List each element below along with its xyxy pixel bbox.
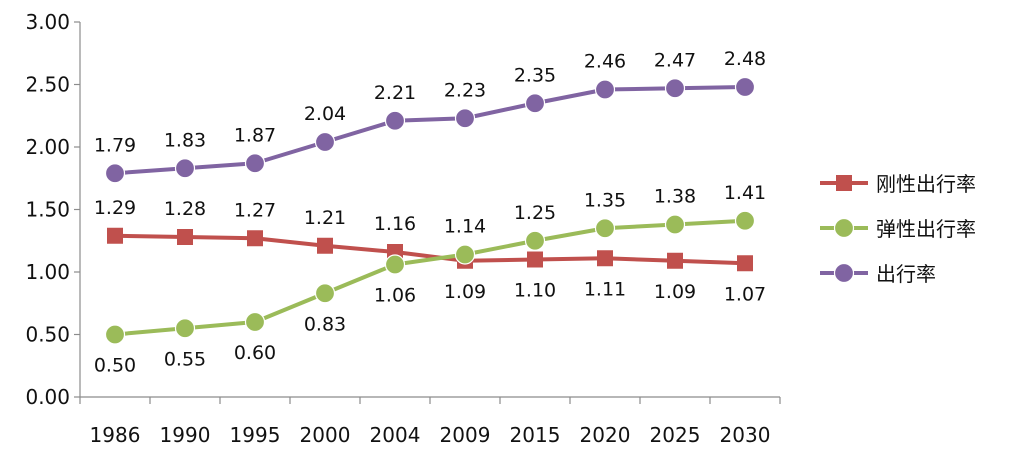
series-line [113, 85, 747, 176]
data-label: 1.14 [444, 216, 486, 238]
data-label: 1.79 [94, 134, 136, 156]
data-label: 2.35 [514, 64, 556, 86]
data-label: 1.10 [514, 280, 556, 302]
data-point-circle [244, 311, 266, 333]
legend-item-2: 出行率 [820, 262, 936, 286]
y-tick-label: 0.50 [25, 323, 70, 347]
series-line [113, 233, 747, 266]
data-label: 2.23 [444, 79, 486, 101]
x-tick-label: 1995 [230, 423, 281, 447]
data-label: 1.09 [444, 281, 486, 303]
data-point-circle [664, 78, 686, 99]
data-label: 1.28 [164, 198, 206, 220]
series-2 [104, 76, 756, 184]
series-layer [104, 76, 756, 345]
data-label: 1.29 [94, 197, 136, 219]
data-point-circle [244, 153, 266, 174]
data-point-square [317, 237, 333, 254]
data-label: 0.55 [164, 348, 206, 370]
data-label: 1.83 [164, 129, 206, 151]
data-point-circle [734, 210, 756, 231]
data-label: 1.27 [234, 199, 276, 221]
data-point-square [107, 227, 123, 244]
data-point-circle [314, 131, 336, 153]
y-tick-label: 2.50 [25, 73, 70, 97]
y-tick-label: 2.00 [25, 135, 70, 159]
data-point-circle [384, 254, 406, 275]
data-label: 2.04 [304, 103, 346, 125]
x-tick-label: 2009 [440, 423, 491, 447]
data-label: 1.21 [304, 207, 346, 229]
x-tick-label: 2020 [580, 423, 631, 447]
data-point-circle [524, 230, 546, 251]
data-label: 1.16 [374, 213, 416, 235]
data-label: 2.47 [654, 49, 696, 71]
data-label: 2.21 [374, 82, 416, 104]
x-tick-label: 2000 [300, 423, 351, 447]
data-point-circle [384, 110, 406, 131]
data-label: 1.87 [234, 124, 276, 146]
x-tick-label: 2015 [510, 423, 561, 447]
y-tick-label: 0.00 [25, 385, 70, 409]
data-point-circle [104, 163, 126, 184]
data-labels: 1.29 1.28 1.27 1.21 1.16 1.09 1.10 1.11 1.09 1.07… [94, 48, 766, 377]
data-label: 0.50 [94, 355, 136, 377]
data-label: 0.83 [304, 313, 346, 335]
data-point-circle [454, 108, 476, 129]
data-label: 2.46 [584, 51, 626, 73]
data-point-square [737, 255, 753, 272]
x-tick-label: 2030 [720, 423, 771, 447]
data-point-circle [594, 218, 616, 239]
axes: 0.00 0.50 1.00 1.50 2.00 2.50 3.00 1986 1990 1995… [25, 10, 781, 447]
data-label: 1.35 [584, 189, 626, 211]
legend-label: 弹性出行率 [876, 217, 976, 241]
series-0 [107, 227, 753, 272]
legend-marker-square [836, 175, 852, 191]
y-tick-label: 1.50 [25, 198, 70, 222]
x-tick-label: 2025 [650, 423, 701, 447]
legend-label: 刚性出行率 [876, 172, 976, 196]
legend-marker-circle [833, 262, 855, 284]
data-label: 1.38 [654, 186, 696, 208]
data-point-square [177, 229, 193, 245]
legend-item-0: 刚性出行率 [820, 172, 976, 196]
data-label: 1.41 [724, 182, 766, 204]
legend-marker-circle [833, 217, 855, 239]
y-tick-label: 1.00 [25, 260, 70, 284]
data-point-square [667, 252, 683, 269]
y-tick-label: 3.00 [25, 10, 70, 34]
x-tick-label: 1990 [160, 423, 211, 447]
data-label: 1.06 [374, 285, 416, 307]
data-point-circle [664, 214, 686, 235]
data-point-circle [734, 76, 756, 98]
data-label: 1.09 [654, 281, 696, 303]
x-tick-label: 2004 [370, 423, 421, 447]
data-label: 1.11 [584, 278, 626, 300]
data-label: 0.60 [234, 342, 276, 364]
legend-label: 出行率 [876, 262, 936, 286]
data-point-circle [174, 318, 196, 339]
data-label: 1.25 [514, 202, 556, 224]
data-point-circle [594, 79, 616, 100]
data-point-circle [174, 158, 196, 179]
data-label: 1.07 [724, 283, 766, 305]
data-label: 2.48 [724, 48, 766, 70]
series-1 [104, 210, 756, 345]
data-point-square [597, 250, 613, 267]
data-point-circle [524, 93, 546, 114]
series-line [113, 218, 747, 337]
data-point-circle [314, 283, 336, 304]
data-point-square [527, 251, 543, 268]
legend-item-1: 弹性出行率 [820, 217, 976, 241]
x-tick-label: 1986 [90, 423, 141, 447]
data-point-circle [454, 244, 476, 265]
data-point-square [247, 230, 263, 247]
data-point-circle [104, 324, 126, 345]
